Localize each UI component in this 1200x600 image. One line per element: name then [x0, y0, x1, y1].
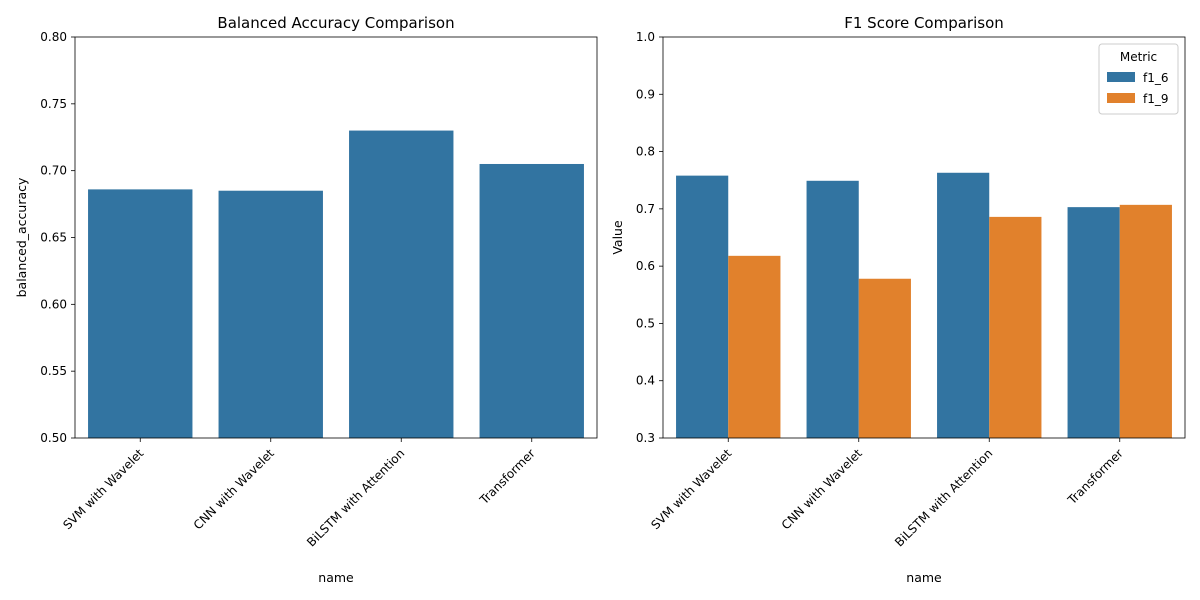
legend-label-f1_6: f1_6 [1143, 71, 1169, 85]
x-axis-label: name [318, 570, 354, 585]
balanced-accuracy-chart: 0.50 0.55 0.60 0.65 0.70 0.75 0.80 SVM with Wav… [14, 14, 598, 585]
x-tick-label: Transformer [1064, 446, 1126, 508]
y-axis-label: balanced_accuracy [14, 177, 29, 297]
legend-label-f1_9: f1_9 [1143, 92, 1169, 106]
x-axis-label: name [906, 570, 942, 585]
y-tick-label: 0.4 [636, 374, 655, 388]
bar-f1_9-1 [858, 278, 911, 438]
bar-f1_6-3 [1067, 207, 1120, 438]
x-tick-label: BiLSTM with Attention [892, 446, 995, 549]
plot-frame [662, 36, 1186, 439]
chart-title: Balanced Accuracy Comparison [217, 14, 454, 32]
bar-f1_6-1 [806, 180, 859, 438]
y-tick-label: 0.80 [40, 30, 67, 44]
x-tick-label: SVM with Wavelet [648, 446, 734, 532]
bar-value-2 [349, 130, 454, 439]
y-tick-label: 0.3 [636, 431, 655, 445]
legend: Metric f1_6 f1_9 [1098, 43, 1179, 115]
y-tick-label: 0.75 [40, 97, 67, 111]
x-tick-label: Transformer [476, 446, 538, 508]
bar-f1_6-2 [937, 172, 990, 438]
y-tick-label: 0.5 [636, 316, 655, 330]
bar-value-1 [218, 190, 323, 438]
y-tick-label: 0.70 [40, 164, 67, 178]
bar-f1_9-3 [1119, 204, 1172, 438]
bar-f1_9-2 [989, 216, 1042, 438]
y-tick-label: 0.9 [636, 87, 655, 101]
y-tick-label: 0.65 [40, 231, 67, 245]
y-axis-label: Value [610, 220, 625, 255]
bar-f1_9-0 [728, 255, 781, 438]
x-tick-label: BiLSTM with Attention [304, 446, 407, 549]
x-tick-label: CNN with Wavelet [191, 446, 277, 532]
y-tick-label: 0.6 [636, 259, 655, 273]
f1-score-chart: 0.3 0.4 0.5 0.6 0.7 0.8 0.9 1.0 SVM with Wavelet… [610, 14, 1186, 585]
bar-value-0 [88, 189, 193, 438]
x-tick-label: SVM with Wavelet [60, 446, 146, 532]
y-tick-label: 0.55 [40, 364, 67, 378]
y-tick-label: 0.8 [636, 145, 655, 159]
bar-f1_6-0 [676, 175, 729, 439]
chart-title: F1 Score Comparison [844, 14, 1004, 32]
x-tick-label: CNN with Wavelet [779, 446, 865, 532]
y-tick-label: 0.50 [40, 431, 67, 445]
bar-value-3 [479, 163, 584, 438]
legend-swatch-f1_9 [1107, 93, 1135, 103]
y-tick-label: 0.60 [40, 297, 67, 311]
legend-swatch-f1_6 [1107, 72, 1135, 82]
y-tick-label: 0.7 [636, 202, 655, 216]
y-tick-label: 1.0 [636, 30, 655, 44]
legend-title: Metric [1120, 50, 1157, 64]
